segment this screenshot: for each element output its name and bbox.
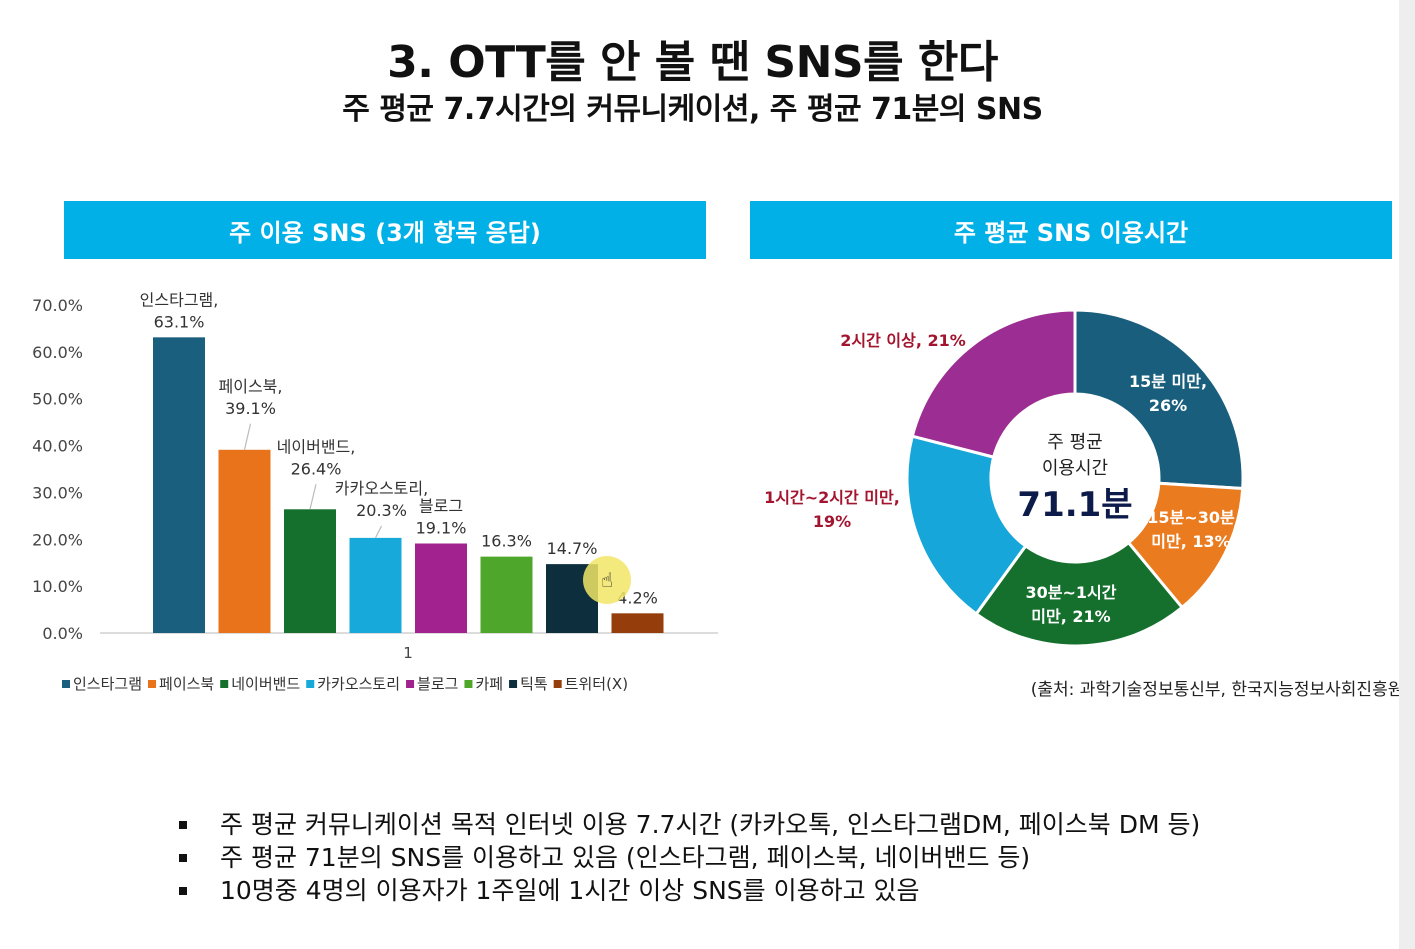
y-tick-label: 20.0% xyxy=(32,530,83,549)
x-category-label: 1 xyxy=(403,644,413,662)
slide-subtitle: 주 평균 7.7시간의 커뮤니케이션, 주 평균 71분의 SNS xyxy=(342,92,1043,127)
source-note: (출처: 과학기술정보통신부, 한국지능정보사회진흥원) xyxy=(1030,680,1410,700)
slice-label: 30분~1시간 xyxy=(1026,583,1117,602)
legend-swatch xyxy=(406,680,415,688)
legend-swatch xyxy=(148,680,157,688)
donut-slice xyxy=(1073,308,1245,491)
legend-label: 카페 xyxy=(475,675,503,693)
bar-chart: 0.0% 10.0% 20.0% 30.0% 40.0% 50.0% 60.0% 70.0% 6… xyxy=(32,290,718,693)
bar xyxy=(349,537,402,633)
data-label-value: 20.3% xyxy=(356,501,407,520)
bar xyxy=(153,337,205,633)
bar-panel-title: 주 이용 SNS (3개 항목 응답) xyxy=(229,218,541,247)
y-tick-label: 10.0% xyxy=(32,577,83,596)
donut-center-value: 71.1분 xyxy=(1017,485,1132,525)
data-label-name: 블로그 xyxy=(419,497,463,516)
data-label-value: 26.4% xyxy=(291,459,342,478)
legend-label: 페이스북 xyxy=(159,675,214,693)
donut-slice xyxy=(905,434,1028,617)
bar xyxy=(284,509,336,633)
donut-slice xyxy=(910,308,1077,459)
y-tick-label: 50.0% xyxy=(32,390,83,409)
bar xyxy=(611,613,664,633)
donut-center-label: 이용시간 xyxy=(1042,458,1108,479)
y-tick-label: 0.0% xyxy=(42,624,83,643)
data-label-value: 19.1% xyxy=(416,519,467,538)
bullet-item: 10명중 4명의 이용자가 1주일에 1시간 이상 SNS를 이용하고 있음 xyxy=(175,874,1375,907)
data-label-name: 네이버밴드, xyxy=(277,437,356,456)
bullet-item: 주 평균 71분의 SNS를 이용하고 있음 (인스타그램, 페이스북, 네이버… xyxy=(175,841,1375,874)
legend-swatch xyxy=(220,680,229,688)
y-tick-label: 30.0% xyxy=(32,483,83,502)
donut-slice xyxy=(974,540,1185,648)
slice-label: 1시간~2시간 미만, xyxy=(764,488,900,507)
bullet-list: 주 평균 커뮤니케이션 목적 인터넷 이용 7.7시간 (카카오톡, 인스타그램… xyxy=(175,808,1375,907)
bar xyxy=(218,449,271,633)
data-label-value: 4.2% xyxy=(617,588,658,607)
bar-panel-header: 주 이용 SNS (3개 항목 응답) xyxy=(64,201,706,259)
slice-label: 미만, 13% xyxy=(1151,532,1230,551)
cursor-highlight: ☝ xyxy=(583,556,631,604)
slice-label: 15분~30분 xyxy=(1147,508,1235,527)
data-label-name: 인스타그램, xyxy=(140,290,219,309)
data-label-value: 14.7% xyxy=(547,539,598,558)
legend-swatch xyxy=(62,680,70,688)
bullet-item: 주 평균 커뮤니케이션 목적 인터넷 이용 7.7시간 (카카오톡, 인스타그램… xyxy=(175,808,1375,841)
legend-swatch xyxy=(553,680,562,688)
slice-label: 19% xyxy=(813,512,851,531)
bar xyxy=(480,556,533,633)
slide-title: 3. OTT를 안 볼 땐 SNS를 한다 xyxy=(387,37,998,88)
y-tick-label: 40.0% xyxy=(32,437,83,456)
legend-swatch xyxy=(464,680,473,688)
slice-label: 2시간 이상, 21% xyxy=(840,331,966,350)
donut-center-label: 주 평균 xyxy=(1047,432,1102,453)
slice-label: 15분 미만, xyxy=(1129,372,1207,391)
y-tick-label: 70.0% xyxy=(32,296,83,315)
legend-label: 카카오스토리 xyxy=(317,675,400,693)
legend-swatch xyxy=(509,680,518,688)
data-label-value: 39.1% xyxy=(225,399,276,418)
legend-label: 네이버밴드 xyxy=(231,675,300,693)
legend-label: 블로그 xyxy=(417,675,458,693)
legend-label: 틱톡 xyxy=(520,675,548,693)
pie-panel-title: 주 평균 SNS 이용시간 xyxy=(953,218,1189,247)
legend-label: 인스타그램 xyxy=(73,675,142,693)
data-label-value: 16.3% xyxy=(481,532,532,551)
legend-swatch xyxy=(306,680,315,688)
legend-label: 트위터(X) xyxy=(565,675,628,693)
bar xyxy=(415,543,467,633)
slice-label: 26% xyxy=(1149,396,1187,415)
hand-cursor-icon: ☝ xyxy=(601,568,613,592)
label-leader-line xyxy=(374,525,383,539)
window-edge xyxy=(1399,0,1415,949)
data-label-name: 페이스북, xyxy=(219,377,283,396)
pie-panel-header: 주 평균 SNS 이용시간 xyxy=(750,201,1392,259)
y-tick-label: 60.0% xyxy=(32,343,83,362)
label-leader-line xyxy=(309,484,317,510)
slice-label: 미만, 21% xyxy=(1031,607,1110,626)
label-leader-line xyxy=(243,423,252,450)
data-label-name: 카카오스토리, xyxy=(335,479,428,498)
data-label-value: 63.1% xyxy=(154,312,205,331)
